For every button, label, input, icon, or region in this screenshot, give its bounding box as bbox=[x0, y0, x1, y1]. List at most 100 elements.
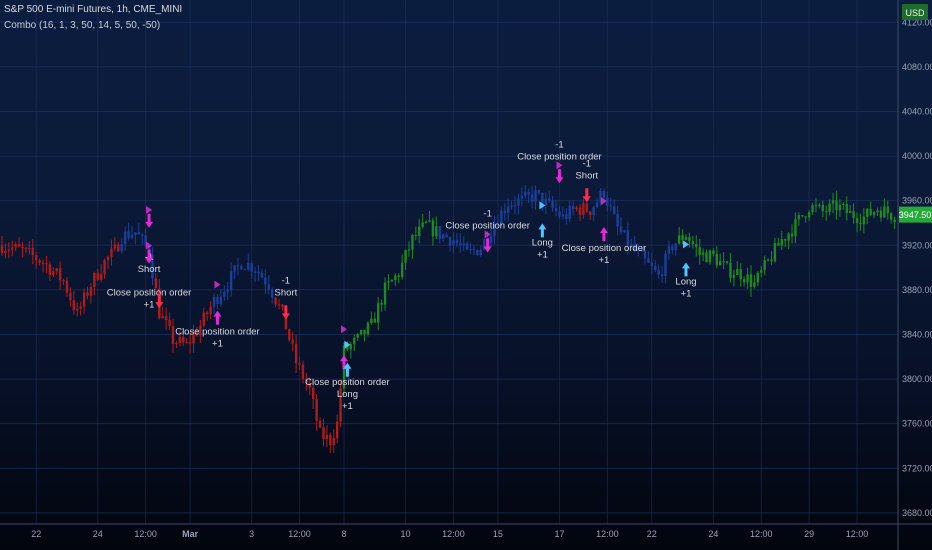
signal-label: Short bbox=[275, 287, 298, 298]
candle-body bbox=[0, 245, 4, 254]
candle-body bbox=[86, 292, 89, 296]
candle-body bbox=[277, 304, 281, 306]
last-price-bg bbox=[899, 206, 932, 223]
candle-body bbox=[223, 291, 226, 297]
long-arrow-icon bbox=[682, 262, 690, 277]
price-tick-label: 3720.00 bbox=[902, 463, 932, 473]
signal-label: -1 bbox=[555, 139, 563, 150]
candle-body bbox=[212, 297, 216, 307]
candle-body bbox=[250, 263, 253, 272]
time-tick-label: 12:00 bbox=[134, 529, 157, 539]
candle-body bbox=[188, 342, 192, 344]
indicator-label[interactable]: Combo (16, 1, 3, 50, 14, 5, 50, -50) bbox=[4, 20, 161, 31]
signal-label: +1 bbox=[144, 300, 155, 311]
candle-body bbox=[435, 226, 438, 237]
time-tick-label: 24 bbox=[93, 529, 103, 539]
candle-body bbox=[825, 211, 828, 213]
signal-label: +1 bbox=[598, 255, 609, 266]
candle-body bbox=[643, 251, 647, 259]
chart-symbol-title[interactable]: S&P 500 E-mini Futures, 1h, CME_MINI bbox=[4, 4, 183, 15]
candle-body bbox=[695, 244, 698, 248]
price-tick-label: 4000.00 bbox=[902, 151, 932, 161]
candle-body bbox=[137, 232, 140, 235]
signal-label: Close position order bbox=[107, 288, 192, 299]
candle-body bbox=[11, 247, 14, 250]
candle-body bbox=[681, 235, 684, 240]
candle-body bbox=[746, 274, 749, 283]
candle-body bbox=[24, 247, 28, 249]
candle-body bbox=[599, 190, 602, 203]
signal-label: Long bbox=[675, 276, 696, 287]
signal-close: Close position order+1 bbox=[562, 196, 646, 266]
candle-body bbox=[783, 239, 787, 241]
candle-body bbox=[496, 224, 500, 226]
short-arrow-icon bbox=[155, 294, 164, 309]
long-flag-icon bbox=[539, 201, 546, 210]
candle-body bbox=[390, 279, 394, 282]
candle-body bbox=[233, 265, 236, 272]
close-flag-icon bbox=[600, 196, 607, 205]
signal-label: +1 bbox=[212, 339, 223, 350]
close-arrow-icon bbox=[340, 355, 348, 370]
time-tick-label: 8 bbox=[341, 529, 346, 539]
close-arrow-icon bbox=[213, 310, 222, 325]
candle-body bbox=[719, 261, 722, 266]
candle-body bbox=[394, 275, 397, 280]
candle-body bbox=[93, 272, 96, 287]
candle-body bbox=[45, 263, 48, 265]
candle-body bbox=[175, 343, 178, 345]
long-arrow-icon bbox=[343, 362, 352, 377]
candle-body bbox=[804, 216, 807, 218]
close-arrow-icon bbox=[483, 238, 492, 253]
candle-body bbox=[770, 259, 773, 262]
candle-body bbox=[48, 264, 52, 276]
candle-body bbox=[565, 214, 568, 220]
candle-body bbox=[787, 233, 790, 241]
candle-body bbox=[366, 322, 370, 335]
candle-body bbox=[749, 274, 753, 287]
long-flag-icon bbox=[344, 340, 351, 349]
candle-body bbox=[448, 237, 452, 246]
candle-body bbox=[500, 210, 503, 226]
candle-body bbox=[418, 226, 421, 237]
candle-body bbox=[845, 204, 848, 214]
candle-body bbox=[62, 280, 65, 282]
candle-body bbox=[421, 222, 424, 227]
candle-body bbox=[548, 198, 551, 201]
candle-body bbox=[725, 261, 729, 263]
candle-body bbox=[835, 200, 838, 211]
candle-body bbox=[332, 438, 335, 445]
candle-body bbox=[883, 206, 886, 218]
candle-body bbox=[209, 306, 212, 315]
signal-label: -1 bbox=[282, 275, 290, 286]
candle-body bbox=[551, 200, 554, 209]
candle-body bbox=[582, 203, 585, 215]
close-arrow-icon bbox=[145, 249, 154, 264]
candle-body bbox=[462, 243, 465, 246]
candle-body bbox=[41, 262, 45, 264]
candle-body bbox=[226, 289, 229, 292]
candle-body bbox=[589, 211, 592, 215]
candle-body bbox=[127, 231, 130, 239]
candle-body bbox=[633, 244, 636, 251]
candle-body bbox=[732, 274, 736, 278]
candle-body bbox=[431, 220, 435, 237]
candle-body bbox=[288, 329, 291, 340]
candle-body bbox=[838, 204, 842, 211]
candle-body bbox=[14, 244, 17, 248]
time-tick-label: 10 bbox=[401, 529, 411, 539]
candle-body bbox=[58, 268, 62, 281]
candle-body bbox=[811, 205, 814, 213]
signal-close: Close position order+1 bbox=[175, 280, 260, 350]
candle-body bbox=[370, 318, 373, 323]
candle-body bbox=[52, 271, 55, 276]
candle-body bbox=[161, 316, 164, 319]
candle-body bbox=[438, 226, 441, 239]
time-tick-label: 17 bbox=[554, 529, 564, 539]
candle-body bbox=[760, 270, 763, 273]
candle-body bbox=[712, 250, 715, 254]
candle-body bbox=[715, 253, 718, 266]
currency-label: USD bbox=[905, 8, 925, 18]
